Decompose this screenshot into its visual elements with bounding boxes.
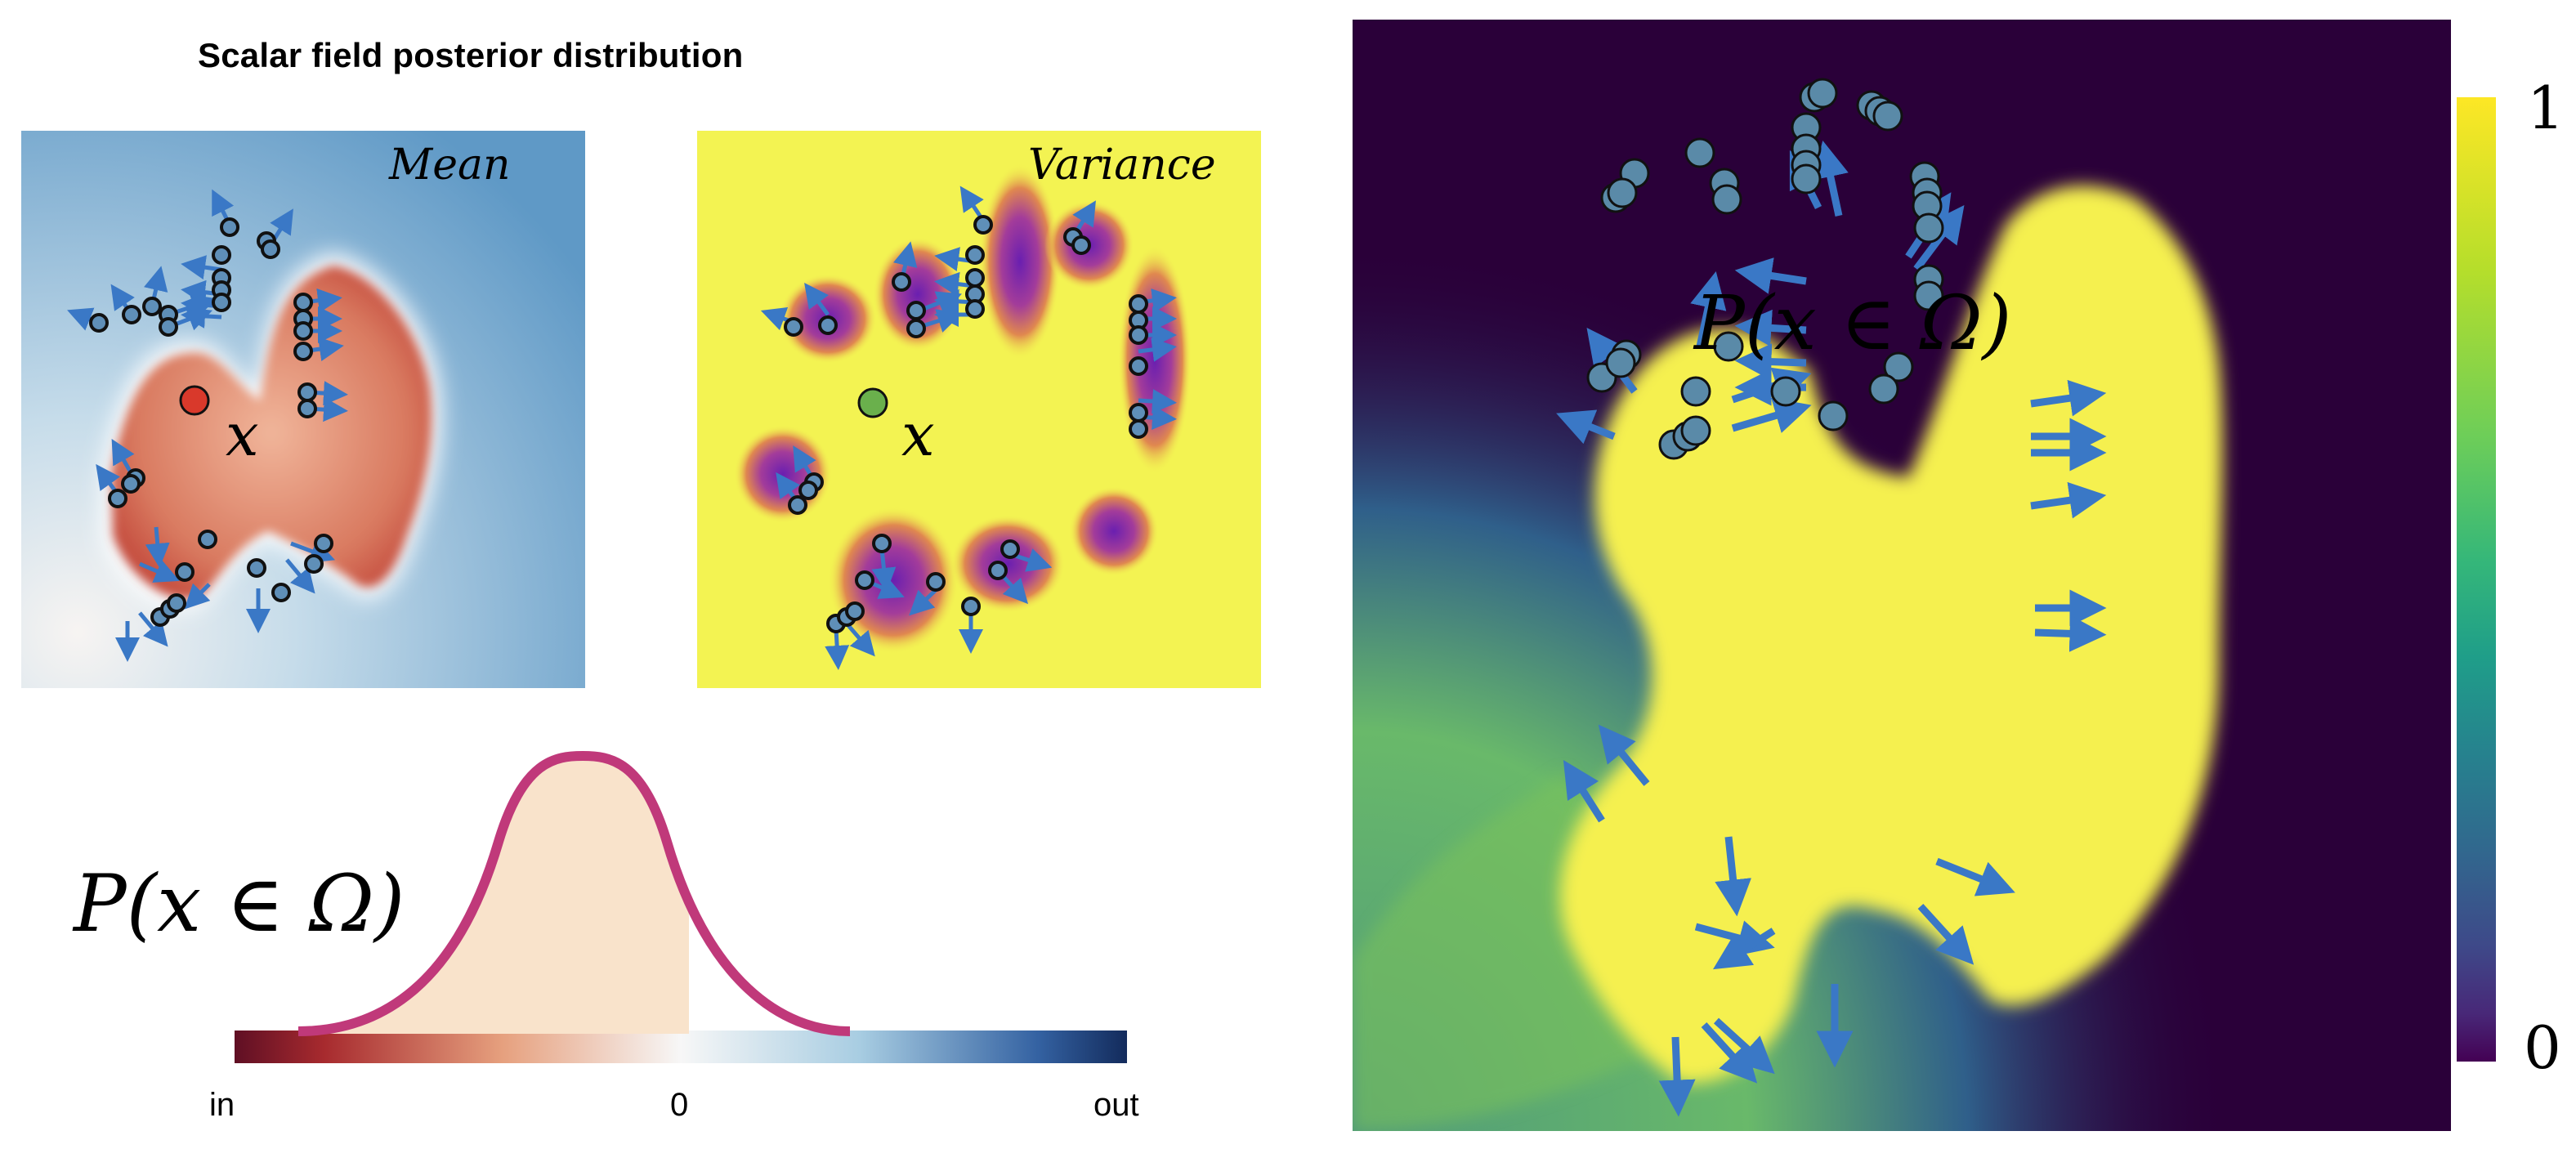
variance-blobs — [734, 163, 1192, 654]
variance-x-label: x — [901, 400, 935, 469]
variance-panel: Variance x — [697, 131, 1261, 688]
colorbar-max-label: 1 — [2527, 74, 2565, 142]
mean-field-plot — [21, 131, 585, 688]
mean-label: Mean — [389, 141, 511, 190]
variance-field-plot — [734, 163, 1192, 670]
probability-fill — [298, 756, 689, 1034]
figure-title: Scalar field posterior distribution — [198, 36, 744, 74]
distribution-label: P(x ∈ Ω) — [74, 858, 405, 950]
axis-label-out: out — [1093, 1087, 1139, 1123]
probability-label: P(x ∈ Ω) — [1694, 279, 2012, 367]
axis-label-zero: 0 — [670, 1087, 689, 1123]
query-point-green — [857, 387, 888, 418]
colorbar-min-label: 0 — [2524, 1013, 2561, 1082]
boundary-markers — [89, 217, 333, 627]
boundary-markers — [784, 215, 1148, 633]
posterior-distribution: P(x ∈ Ω) in 0 out — [0, 735, 1185, 1146]
probability-region — [1560, 186, 2223, 1084]
probability-field-plot — [1353, 20, 2451, 1131]
variance-label: Variance — [1028, 141, 1216, 190]
rdbu-colorbar — [235, 1031, 1127, 1063]
viridis-colorbar — [2457, 97, 2496, 1062]
gaussian-curve — [297, 750, 851, 1036]
mean-panel: Mean x — [21, 131, 585, 688]
probability-panel: P(x ∈ Ω) — [1353, 20, 2451, 1131]
query-point-red — [179, 385, 210, 416]
gaussian-curve-plot — [235, 750, 1127, 1063]
axis-label-in: in — [209, 1087, 235, 1123]
point-markers — [1586, 78, 1944, 460]
mean-x-label: x — [226, 400, 259, 469]
